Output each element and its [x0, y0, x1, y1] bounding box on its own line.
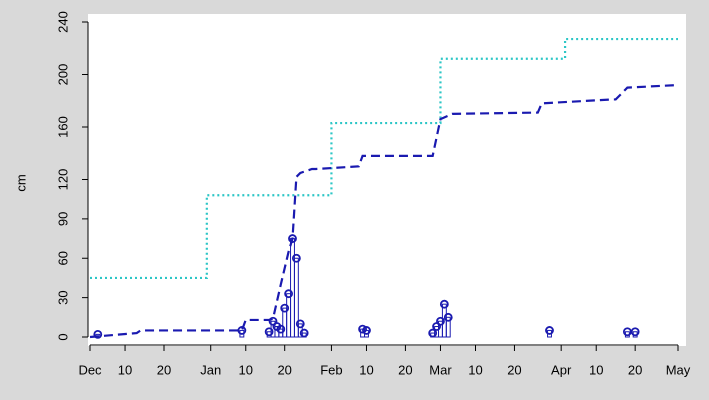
point: [428, 328, 438, 338]
point: [443, 312, 453, 322]
line-series: [89, 83, 679, 339]
line-series: [90, 37, 678, 280]
point: [264, 327, 274, 337]
point: [545, 326, 554, 335]
x-tick-label: 10: [589, 362, 603, 377]
point: [295, 319, 305, 329]
x-tick-label: Jan: [200, 362, 221, 377]
x-tick-label: 20: [277, 362, 291, 377]
point: [630, 327, 640, 337]
point: [299, 328, 309, 338]
point: [280, 303, 290, 313]
y-tick-label: 160: [55, 116, 70, 138]
x-tick-label: Apr: [551, 362, 572, 377]
y-tick-label: 90: [55, 212, 70, 226]
y-axis-label: cm: [13, 174, 28, 191]
y-tick-label: 240: [55, 11, 70, 33]
y-tick-label: 0: [55, 333, 70, 340]
x-tick-label: May: [666, 362, 691, 377]
x-tick-label: 10: [468, 362, 482, 377]
bar: [293, 257, 299, 338]
x-tick-label: Feb: [320, 362, 342, 377]
point: [284, 289, 293, 299]
x-tick-label: 20: [507, 362, 521, 377]
y-tick-label: 30: [55, 290, 70, 304]
point: [439, 299, 449, 309]
x-tick-label: 20: [398, 362, 412, 377]
point: [358, 324, 367, 334]
x-tick-label: Mar: [429, 362, 452, 377]
plot-area: [88, 14, 686, 346]
point: [288, 234, 297, 243]
point: [276, 324, 286, 334]
x-tick-label: 10: [118, 362, 132, 377]
x-tick-label: 10: [239, 362, 253, 377]
y-tick-label: 120: [55, 169, 70, 191]
point: [93, 329, 103, 339]
bar: [445, 316, 451, 338]
x-tick-label: 10: [359, 362, 373, 377]
point: [237, 326, 247, 335]
x-tick-label: Dec: [78, 362, 102, 377]
point: [291, 253, 301, 263]
x-tick-label: 20: [628, 362, 642, 377]
point: [362, 326, 371, 335]
y-tick-label: 200: [55, 64, 70, 86]
point: [436, 316, 445, 326]
y-tick-label: 60: [55, 251, 70, 265]
x-tick-label: 20: [157, 362, 171, 377]
